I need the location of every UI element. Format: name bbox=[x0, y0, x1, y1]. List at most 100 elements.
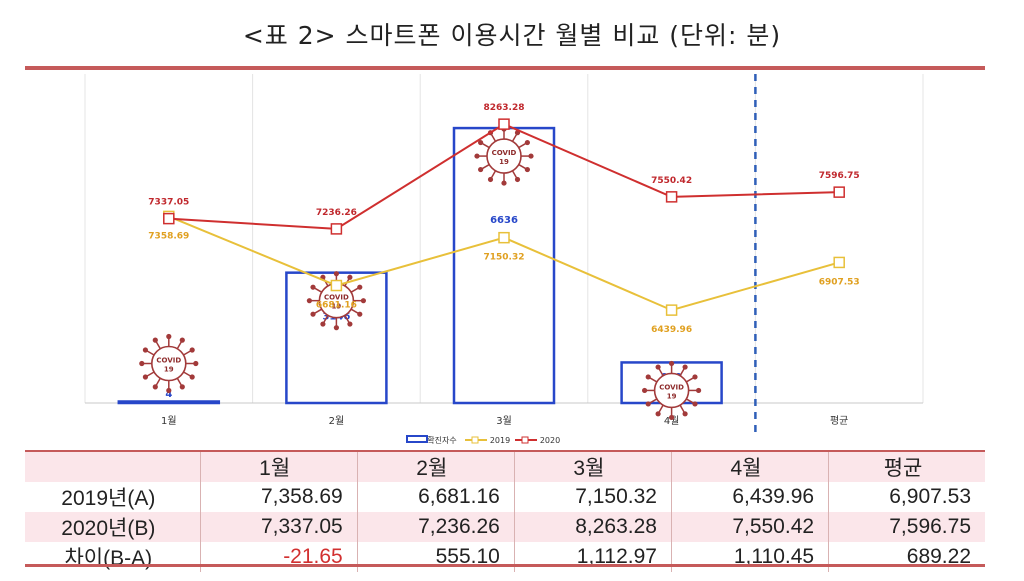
virus-spike-tip bbox=[333, 271, 339, 277]
series-2019-value-label: 6681.16 bbox=[316, 301, 357, 311]
virus-spike-tip bbox=[189, 374, 195, 380]
virus-spike-tip bbox=[189, 347, 195, 353]
virus-spike-tip bbox=[528, 153, 534, 159]
series-2020-point bbox=[330, 223, 343, 235]
top-rule bbox=[25, 66, 985, 70]
virus-spike-tip bbox=[478, 139, 484, 146]
virus-spike-tip bbox=[306, 298, 312, 304]
virus-spike-tip bbox=[645, 374, 651, 380]
x-tick-label: 1월 bbox=[161, 415, 177, 427]
virus-spike-tip bbox=[655, 411, 661, 417]
legend-2019-marker bbox=[471, 436, 479, 444]
virus-spike-tip bbox=[692, 374, 698, 380]
table-top-rule bbox=[25, 450, 985, 453]
table-cell: 7,550.42 bbox=[670, 512, 829, 542]
bar-value-label: 6636 bbox=[490, 215, 518, 226]
virus-spike-tip bbox=[142, 374, 149, 380]
virus-spike-tip bbox=[501, 180, 507, 186]
x-tick-label: 평균 bbox=[830, 415, 848, 427]
series-2020-value-label: 8263.28 bbox=[484, 103, 525, 113]
table-header-cell: 3월 bbox=[513, 452, 672, 482]
series-2019-point bbox=[498, 231, 510, 244]
series-2019-value-label: 7150.32 bbox=[484, 253, 525, 263]
virus-spike-tip bbox=[682, 411, 688, 417]
table-row: 2020년(B) 7,337.05 7,236.26 8,263.28 7,55… bbox=[25, 512, 985, 542]
series-2020-value-label: 7596.75 bbox=[819, 171, 860, 181]
virus-spike-tip bbox=[645, 401, 651, 407]
x-tick-label: 4월 bbox=[664, 415, 680, 427]
series-2020-point bbox=[498, 118, 510, 130]
legend-label: 2020 bbox=[540, 436, 560, 445]
virus-spike-tip bbox=[357, 311, 363, 317]
table-cell: 8,263.28 bbox=[513, 512, 672, 542]
virus-label: 19 bbox=[499, 158, 509, 166]
virus-spike-tip bbox=[669, 360, 675, 367]
table-cell: 7,596.75 bbox=[828, 512, 985, 542]
table-row: 2019년(A) 7,358.69 6,681.16 7,150.32 6,43… bbox=[25, 482, 985, 512]
series-2019-value-label: 7358.69 bbox=[148, 231, 189, 241]
table-cell: 555.10 bbox=[356, 542, 515, 572]
series-2020-point bbox=[665, 191, 678, 203]
table-cell: 7,150.32 bbox=[513, 482, 672, 512]
row-label: 차이(B-A) bbox=[25, 542, 201, 572]
virus-label: COVID bbox=[156, 357, 181, 365]
virus-spike-tip bbox=[347, 321, 353, 327]
table-cell: 7,358.69 bbox=[199, 482, 358, 512]
virus-spike-tip bbox=[682, 364, 688, 370]
bar bbox=[285, 271, 388, 405]
virus-spike-tip bbox=[692, 401, 698, 407]
virus-spike-tip bbox=[524, 139, 530, 146]
series-2020-value-label: 7337.05 bbox=[148, 198, 189, 208]
series-2019-value-label: 6907.53 bbox=[819, 277, 860, 287]
virus-spike-tip bbox=[320, 321, 326, 327]
virus-spike-tip bbox=[179, 337, 185, 343]
comparison-table: 1월 2월 3월 4월 평균 2019년(A) 7,358.69 6,681.1… bbox=[25, 452, 985, 572]
table-cell: 6,681.16 bbox=[356, 482, 515, 512]
table-header-cell: 2월 bbox=[356, 452, 515, 482]
series-2019-point bbox=[330, 279, 343, 292]
virus-spike-tip bbox=[514, 176, 521, 183]
x-tick-label: 3월 bbox=[496, 415, 512, 427]
virus-body bbox=[486, 138, 522, 174]
series-2019-point bbox=[665, 304, 678, 316]
table-cell: 7,236.26 bbox=[356, 512, 515, 542]
virus-spike-tip bbox=[357, 284, 363, 290]
series-2020-point bbox=[163, 212, 175, 225]
page-title: <표 2> 스마트폰 이용시간 월별 비교 (단위: 분) bbox=[242, 21, 782, 50]
virus-spike-tip bbox=[166, 387, 172, 394]
table-cell: 6,907.53 bbox=[828, 482, 985, 512]
table-header-cell: 평균 bbox=[828, 452, 985, 482]
chart: 1월2월3월4월평균4COVID193146COVID196636COVID19… bbox=[84, 74, 924, 445]
series-2019-value-label: 6439.96 bbox=[651, 325, 692, 335]
virus-spike-tip bbox=[360, 298, 366, 304]
table-cell: -21.65 bbox=[199, 542, 358, 572]
row-label: 2019년(A) bbox=[25, 482, 201, 512]
virus-spike-tip bbox=[487, 176, 494, 183]
virus-spike-tip bbox=[524, 166, 530, 173]
virus-spike-tip bbox=[655, 364, 661, 370]
virus-body bbox=[151, 345, 187, 382]
virus-spike-tip bbox=[696, 387, 702, 394]
virus-spike-tip bbox=[347, 274, 353, 280]
virus-spike-tip bbox=[333, 325, 339, 331]
virus-label: COVID bbox=[659, 383, 684, 391]
table-cell: 689.22 bbox=[828, 542, 985, 572]
virus-label: 19 bbox=[667, 392, 677, 400]
series-2020-value-label: 7236.26 bbox=[316, 208, 357, 218]
virus-spike-tip bbox=[152, 384, 158, 390]
virus-spike-tip bbox=[474, 153, 480, 159]
table-header-row: 1월 2월 3월 4월 평균 bbox=[25, 452, 985, 482]
virus-label: 19 bbox=[332, 303, 342, 311]
virus-spike-tip bbox=[193, 360, 199, 367]
virus-spike-tip bbox=[642, 387, 648, 394]
table-cell: 6,439.96 bbox=[670, 482, 829, 512]
x-tick-label: 2월 bbox=[329, 415, 345, 427]
table-cell: 1,110.45 bbox=[670, 542, 829, 572]
virus-spike-tip bbox=[166, 333, 172, 340]
table-cell: 7,337.05 bbox=[199, 512, 358, 542]
virus-spike-tip bbox=[310, 311, 316, 317]
table-cell: 1,112.97 bbox=[513, 542, 672, 572]
virus-spike-tip bbox=[669, 414, 675, 421]
